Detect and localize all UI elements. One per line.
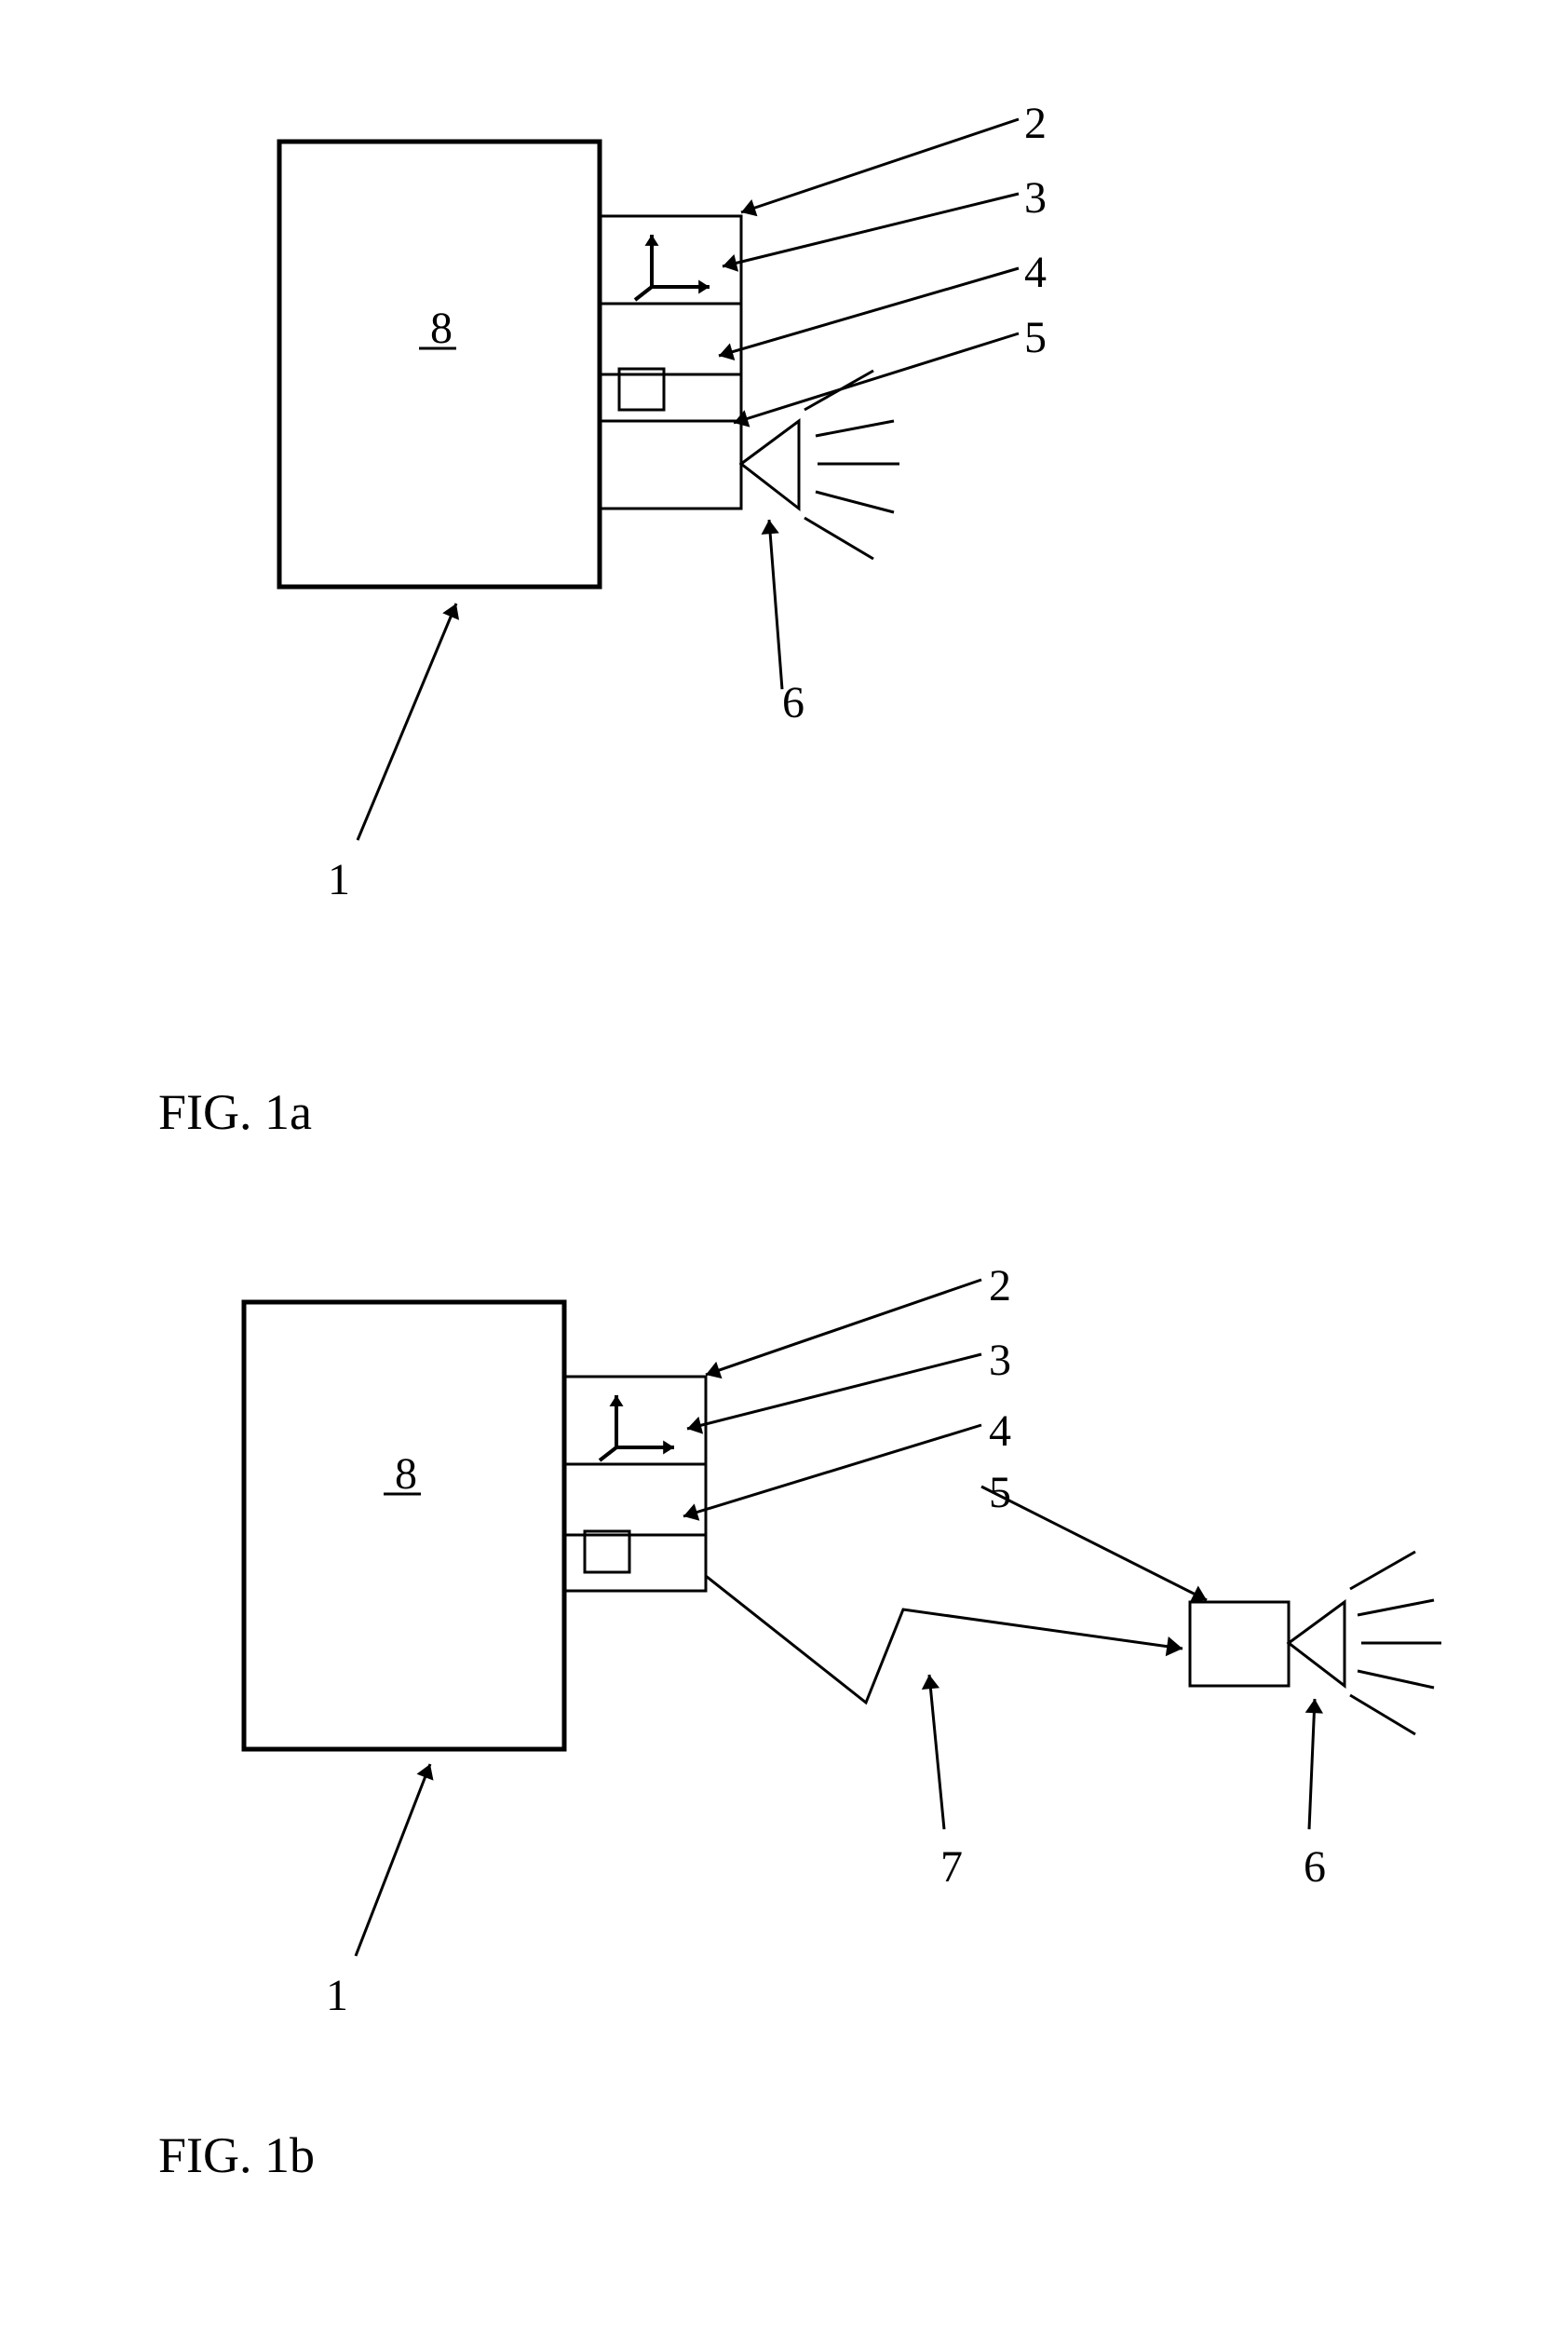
- leader-4: 4: [683, 1406, 1011, 1521]
- figure-caption-1a: FIG. 1a: [158, 1084, 312, 1140]
- leader-4: 4: [719, 248, 1047, 360]
- module-box-2: [600, 216, 741, 304]
- leader-label-3: 3: [989, 1336, 1011, 1385]
- leader-5: 5: [981, 1468, 1207, 1602]
- leader-label-1: 1: [328, 855, 350, 904]
- main-box: [279, 142, 600, 587]
- wireless-link-icon: [706, 1576, 1183, 1703]
- leader-label-5: 5: [1024, 313, 1047, 362]
- leader-5: 5: [734, 313, 1047, 428]
- leader-label-7: 7: [940, 1842, 963, 1892]
- module-box-5: [600, 421, 741, 509]
- axis-icon: [600, 1395, 674, 1460]
- leader-3: 3: [723, 173, 1047, 272]
- leader-1: 1: [328, 604, 459, 904]
- leader-6: 6: [762, 520, 804, 727]
- figure-caption-1b: FIG. 1b: [158, 2127, 315, 2183]
- leader-label-6: 6: [782, 678, 804, 727]
- module-box-3: [600, 304, 741, 374]
- leader-label-3: 3: [1024, 173, 1047, 223]
- leader-label-4: 4: [989, 1406, 1011, 1456]
- leader-3: 3: [687, 1336, 1011, 1434]
- leader-label-6: 6: [1304, 1842, 1326, 1892]
- leader-6: 6: [1304, 1699, 1326, 1892]
- leader-7: 7: [922, 1675, 963, 1892]
- main-box: [244, 1302, 564, 1749]
- leader-label-2: 2: [989, 1261, 1011, 1310]
- leader-label-4: 4: [1024, 248, 1047, 297]
- module-box-2: [564, 1377, 706, 1464]
- module-box-3: [564, 1464, 706, 1535]
- figure-1b: 8 2 3 4 5 7 6 1 FIG. 1b: [158, 1261, 1441, 2183]
- main-box-label: 8: [395, 1449, 417, 1499]
- leader-label-2: 2: [1024, 99, 1047, 148]
- figure-1a: 8 2 3 4 5 6 1 FIG. 1a: [158, 99, 1047, 1140]
- leader-label-1: 1: [326, 1971, 348, 2020]
- leader-2: 2: [706, 1261, 1011, 1378]
- leader-1: 1: [326, 1764, 433, 2020]
- leader-label-5: 5: [989, 1468, 1011, 1517]
- antenna-icon: [585, 1531, 629, 1572]
- module-box-4: [600, 374, 741, 421]
- remote-speaker-box: [1190, 1602, 1289, 1686]
- axis-icon: [635, 235, 710, 300]
- main-box-label: 8: [430, 304, 453, 353]
